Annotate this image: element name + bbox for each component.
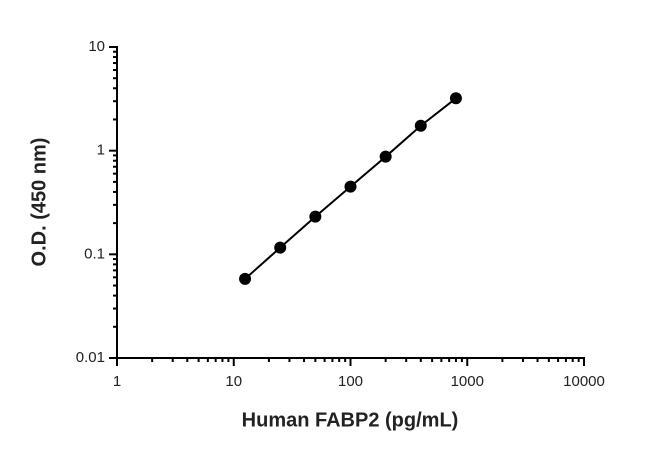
x-tick-label: 10000 [563,373,605,390]
data-point [309,210,322,223]
data-point [344,180,357,193]
y-tick-label: 0.1 [84,245,105,262]
y-tick-label: 0.01 [76,349,105,366]
data-point [449,92,462,105]
data-point [239,272,252,285]
y-axis-title: O.D. (450 nm) [28,138,50,267]
x-tick-label: 1000 [451,373,484,390]
x-axis-title: Human FABP2 (pg/mL) [242,409,459,431]
x-tick-label: 10 [225,373,242,390]
x-tick-label: 100 [338,373,363,390]
y-tick-label: 1 [97,142,105,159]
data-point [274,241,287,254]
data-point [414,119,427,132]
y-tick-label: 10 [88,38,105,55]
x-tick-label: 1 [113,373,121,390]
data-point [379,150,392,163]
